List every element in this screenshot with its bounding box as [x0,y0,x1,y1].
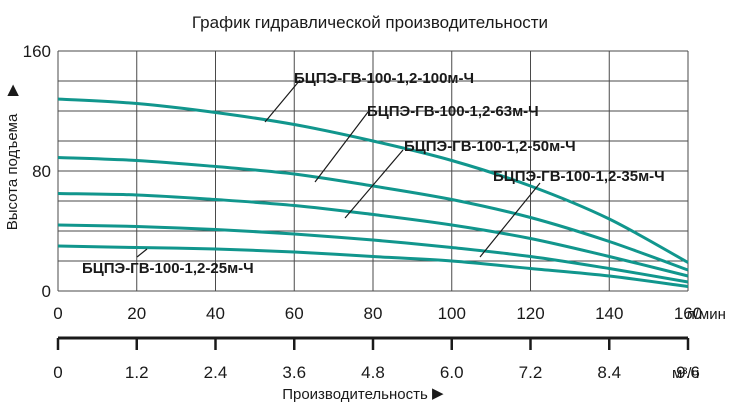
x-tick-label: 20 [127,304,146,323]
y-tick-label: 80 [32,162,51,181]
secondary-axis-tick-label: 6.0 [440,363,464,382]
x-tick-label: 160 [674,304,702,323]
series-curve-3 [57,223,689,284]
chart-title: График гидравлической производительности [192,13,548,32]
series-labels: БЦПЭ-ГВ-100-1,2-100м-Ч БЦПЭ-ГВ-100-1,2-6… [82,70,665,277]
series-curve-4 [57,244,689,288]
y-axis-arrow-icon: ▶ [4,84,21,96]
secondary-axis-tick-label: 2.4 [204,363,228,382]
secondary-axis-tick-label: 3.6 [282,363,306,382]
x-unit-lmin: л/мин [686,306,726,323]
leader-line-50m [344,149,404,219]
secondary-axis-tick-label: 7.2 [519,363,543,382]
curves-layer [57,97,689,288]
x-axis-ticks: 0 20 40 60 80 100 120 140 160 [53,304,702,323]
x-tick-label: 40 [206,304,225,323]
y-axis-ticks: 0 80 160 [23,42,51,301]
series-label-25m: БЦПЭ-ГВ-100-1,2-25м-Ч [82,260,254,277]
y-axis-label: Высота подъема [4,113,21,230]
secondary-axis-tick-label: 9.6 [676,363,700,382]
leader-line-25m [136,248,148,258]
y-tick-label: 0 [42,282,51,301]
secondary-axis-tick-label: 1.2 [125,363,149,382]
x-tick-label: 120 [516,304,544,323]
x-tick-label: 60 [285,304,304,323]
x-axis-label: Производительность [282,386,428,403]
secondary-axis-ticks: 0 1.2 2.4 3.6 4.8 6.0 7.2 8.4 9.6 [53,338,700,382]
x-tick-label: 0 [53,304,62,323]
secondary-axis-tick-label: 0 [53,363,62,382]
secondary-axis-tick-label: 4.8 [361,363,385,382]
x-unit-m3h: м³/ч [672,365,699,382]
series-curve-1 [57,156,689,272]
series-label-100m: БЦПЭ-ГВ-100-1,2-100м-Ч [294,70,474,87]
series-curve-0 [57,97,689,264]
x-tick-label: 100 [438,304,466,323]
grid [57,50,689,292]
series-label-63m: БЦПЭ-ГВ-100-1,2-63м-Ч [367,103,539,120]
leader-line-63m [314,111,369,183]
x-tick-label: 80 [364,304,383,323]
y-axis-title: Высота подъема ▶ [4,84,21,230]
y-tick-label: 160 [23,42,51,61]
leader-lines [136,79,541,258]
series-label-50m: БЦПЭ-ГВ-100-1,2-50м-Ч [404,138,576,155]
x-tick-label: 140 [595,304,623,323]
x-axis-arrow-icon: ▶ [432,385,444,402]
leader-line-35m [479,182,541,258]
secondary-axis-tick-label: 8.4 [597,363,621,382]
series-curve-2 [57,192,689,278]
leader-line-100m [264,79,301,123]
series-label-35m: БЦПЭ-ГВ-100-1,2-35м-Ч [493,168,665,185]
